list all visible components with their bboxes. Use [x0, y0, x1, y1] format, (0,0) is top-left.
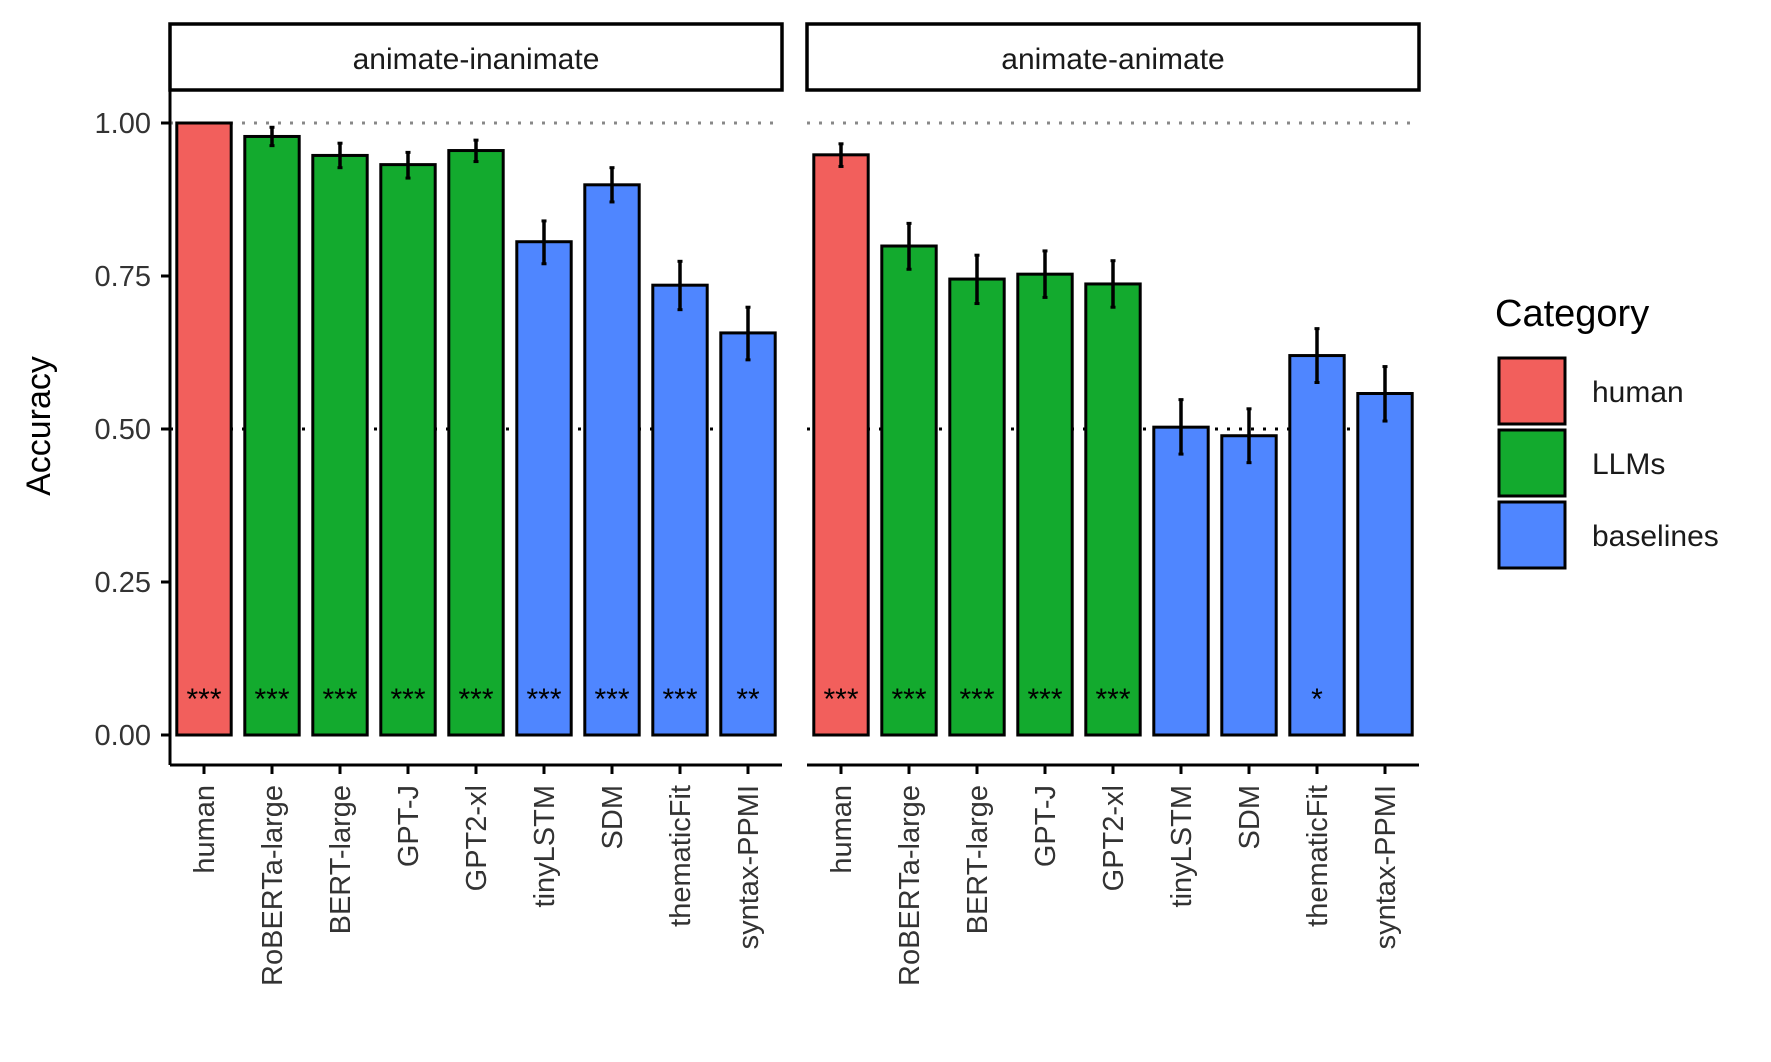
- x-tick-label: BERT-large: [962, 785, 994, 934]
- x-tick-label: syntax-PPMI: [1370, 785, 1402, 949]
- bar: [243, 134, 301, 737]
- y-tick-label: 0.50: [95, 414, 151, 446]
- significance-label: ***: [458, 683, 493, 716]
- bar: [948, 277, 1006, 737]
- x-tick-label: RoBERTa-large: [257, 785, 289, 986]
- bar: [719, 331, 777, 737]
- bar: [1152, 425, 1210, 737]
- significance-label: ***: [594, 683, 629, 716]
- significance-label: *: [1311, 683, 1323, 716]
- x-tick-label: syntax-PPMI: [733, 785, 765, 949]
- x-tick-label: human: [826, 785, 858, 874]
- bar: [1084, 282, 1142, 737]
- legend-label: LLMs: [1592, 448, 1665, 481]
- panel-strip: [168, 22, 784, 92]
- legend: Category human LLMs baselines: [1495, 293, 1719, 570]
- panel-1: animate-animate *** human *** RoBERTa-large *…: [805, 22, 1421, 986]
- y-axis-label: Accuracy: [20, 356, 58, 496]
- bar: [1356, 392, 1414, 737]
- significance-label: ***: [186, 683, 221, 716]
- bar: [812, 153, 870, 737]
- legend-swatch-LLMs: [1497, 428, 1567, 498]
- x-tick-label: tinyLSTM: [529, 785, 561, 907]
- significance-label: ***: [390, 683, 425, 716]
- legend-title: Category: [1495, 293, 1649, 335]
- bar: [880, 244, 938, 737]
- x-tick-label: GPT-J: [393, 785, 425, 867]
- significance-label: ***: [823, 683, 858, 716]
- bar: [583, 183, 641, 737]
- panel-title: animate-inanimate: [353, 43, 600, 76]
- panel-0: animate-inanimate *** human *** RoBERTa-larg…: [168, 22, 784, 986]
- significance-label: ***: [526, 683, 561, 716]
- significance-label: ***: [662, 683, 697, 716]
- legend-swatch-human: [1497, 356, 1567, 426]
- y-tick-label: 0.00: [95, 720, 151, 752]
- x-tick-label: human: [189, 785, 221, 874]
- y-tick-label: 0.25: [95, 567, 151, 599]
- legend-swatch-baselines: [1497, 500, 1567, 570]
- x-tick-label: RoBERTa-large: [894, 785, 926, 986]
- bar: [651, 283, 709, 737]
- bar: [175, 121, 233, 737]
- x-tick-label: SDM: [597, 785, 629, 849]
- bar: [515, 240, 573, 737]
- bar: [379, 163, 437, 737]
- x-tick-label: GPT-J: [1030, 785, 1062, 867]
- significance-label: ***: [322, 683, 357, 716]
- significance-label: ***: [254, 683, 289, 716]
- x-tick-label: BERT-large: [325, 785, 357, 934]
- legend-label: baselines: [1592, 520, 1719, 553]
- significance-label: **: [736, 683, 760, 716]
- x-tick-label: GPT2-xl: [1098, 785, 1130, 891]
- significance-label: ***: [959, 683, 994, 716]
- panel-strip: [805, 22, 1421, 92]
- significance-label: ***: [1027, 683, 1062, 716]
- panel-title: animate-animate: [1001, 43, 1224, 76]
- bar: [311, 153, 369, 737]
- x-tick-label: GPT2-xl: [461, 785, 493, 891]
- significance-label: ***: [891, 683, 926, 716]
- x-tick-label: thematicFit: [665, 785, 697, 927]
- y-tick-label: 0.75: [95, 261, 151, 293]
- x-tick-label: tinyLSTM: [1166, 785, 1198, 907]
- bar: [447, 149, 505, 737]
- y-axis: 0.00 0.25 0.50 0.75 1.00: [95, 90, 172, 765]
- y-tick-label: 1.00: [95, 108, 151, 140]
- bar: [1288, 354, 1346, 737]
- legend-label: human: [1592, 376, 1684, 409]
- bar: [1016, 272, 1074, 737]
- chart-panels: animate-inanimate***human***RoBERTa-larg…: [168, 22, 1421, 986]
- bar: [1220, 434, 1278, 737]
- x-tick-label: thematicFit: [1302, 785, 1334, 927]
- significance-label: ***: [1095, 683, 1130, 716]
- x-tick-label: SDM: [1234, 785, 1266, 849]
